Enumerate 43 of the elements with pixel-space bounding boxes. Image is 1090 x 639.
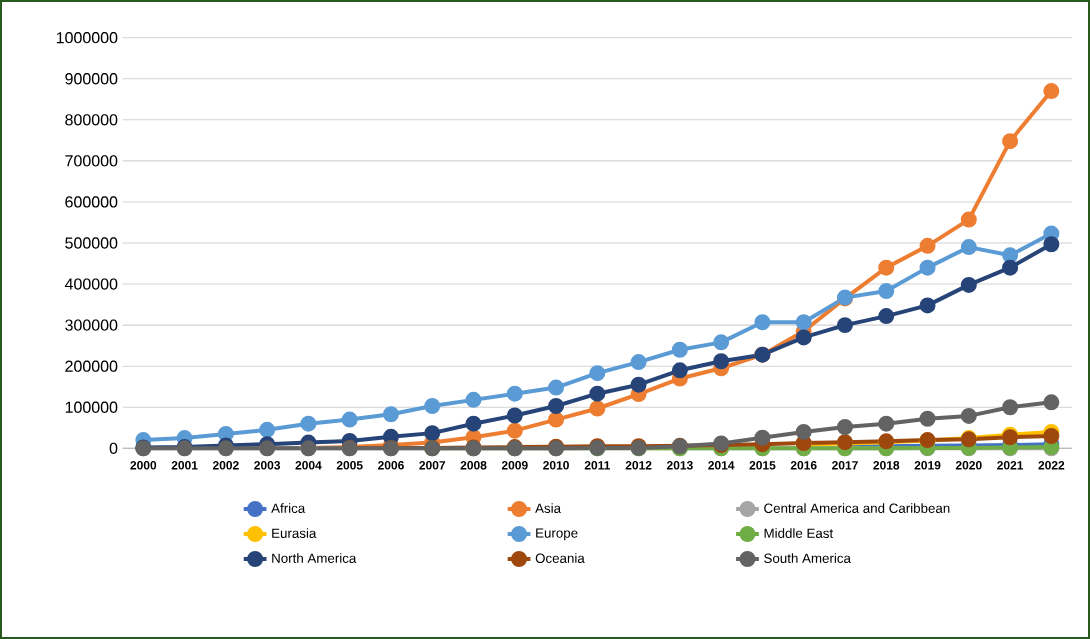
legend-label: Central America and Caribbean (764, 503, 950, 513)
x-tick-label: 2022 (1038, 461, 1065, 470)
legend-label: Oceania (535, 553, 585, 563)
y-tick-label: 1000000 (56, 32, 118, 44)
legend-label: Africa (271, 503, 306, 513)
x-tick-label: 2001 (171, 461, 198, 470)
x-tick-label: 2016 (790, 461, 817, 470)
y-tick-label: 200000 (65, 360, 118, 372)
x-tick-label: 2002 (212, 461, 239, 470)
x-tick-label: 2006 (378, 461, 404, 470)
y-tick-label: 500000 (65, 237, 118, 249)
x-tick-label: 2003 (254, 461, 281, 470)
y-tick-label: 0 (109, 442, 118, 454)
x-tick-label: 2009 (501, 461, 528, 470)
x-tick-label: 2017 (832, 461, 858, 470)
x-tick-label: 2013 (666, 461, 693, 470)
x-tick-label: 2021 (997, 461, 1024, 470)
y-tick-label: 600000 (65, 196, 118, 208)
legend-label: Eurasia (272, 528, 317, 538)
x-tick-label: 2014 (708, 461, 735, 470)
x-tick-label: 2007 (419, 461, 446, 470)
y-tick-label: 100000 (65, 401, 118, 413)
x-tick-label: 2000 (130, 461, 157, 470)
x-tick-label: 2020 (955, 461, 982, 470)
x-tick-label: 2008 (460, 461, 487, 470)
legend-label: North America (272, 553, 357, 563)
legend-label: Middle East (764, 528, 834, 538)
legend-label: Europe (536, 528, 578, 541)
x-tick-label: 2005 (336, 461, 363, 470)
x-tick-label: 2012 (625, 461, 652, 470)
x-tick-label: 2015 (749, 461, 776, 470)
y-tick-label: 700000 (65, 155, 118, 167)
y-tick-label: 900000 (65, 73, 118, 85)
x-tick-label: 2018 (873, 461, 900, 470)
legend-label: Asia (535, 503, 562, 513)
x-tick-label: 2019 (914, 461, 941, 470)
y-tick-label: 300000 (65, 319, 118, 331)
y-tick-label: 400000 (64, 278, 118, 290)
x-tick-label: 2004 (295, 461, 322, 470)
y-tick-label: 800000 (65, 114, 118, 126)
x-tick-label: 2010 (543, 461, 569, 470)
legend-label: South America (764, 553, 851, 563)
x-tick-label: 2011 (584, 461, 611, 470)
